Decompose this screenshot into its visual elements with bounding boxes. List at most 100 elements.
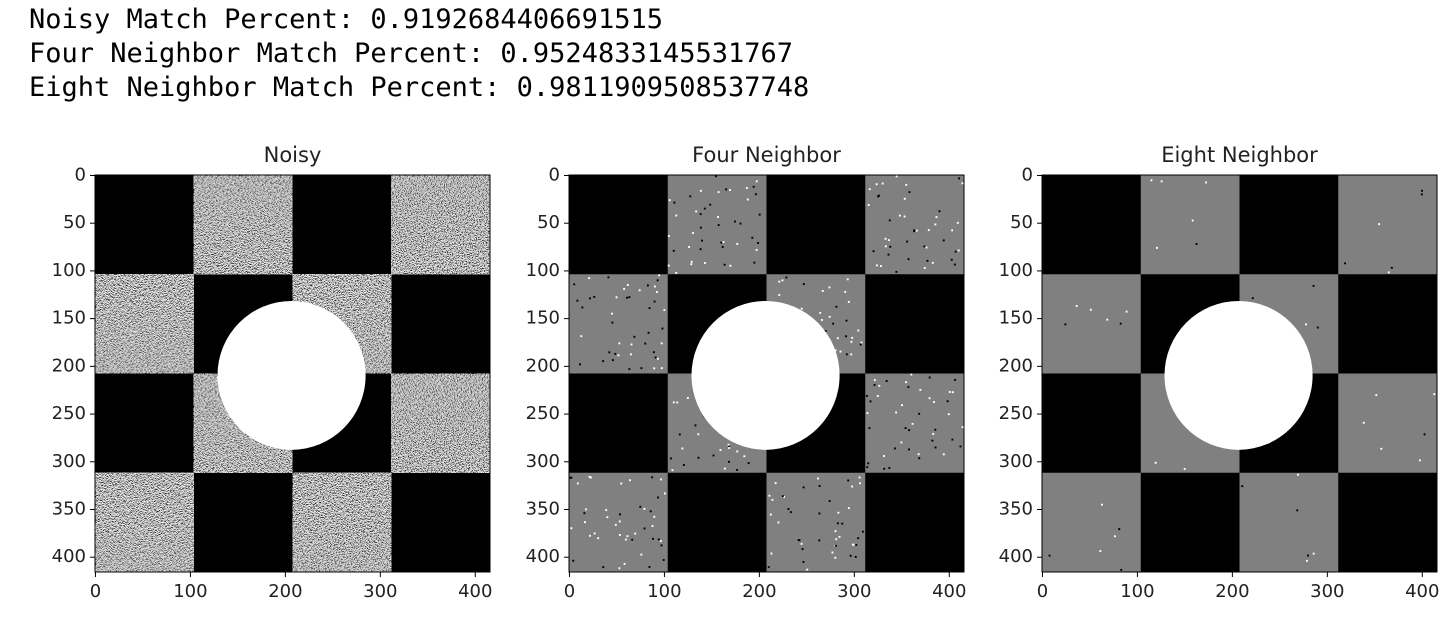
noise-dot [736, 242, 739, 245]
noisy-cell [292, 472, 392, 572]
y-tick-label: 200 [526, 355, 560, 376]
noise-dot [884, 245, 887, 248]
noise-dot [1241, 485, 1244, 488]
noise-dot [611, 312, 613, 315]
noise-dot [1316, 326, 1319, 329]
noise-dot [846, 278, 849, 281]
noise-dot [834, 556, 837, 559]
noise-dot [1064, 323, 1067, 326]
noise-dot [888, 219, 891, 222]
disk [217, 300, 366, 450]
noise-dot [873, 379, 876, 382]
noise-dot [633, 335, 636, 338]
noise-dot [907, 386, 910, 389]
noise-dot [656, 357, 659, 360]
y-tick-label: 300 [526, 451, 560, 472]
noise-dot [905, 381, 908, 384]
y-tick-label: 0 [75, 164, 86, 185]
noise-dot [860, 341, 863, 344]
gray-cell [865, 373, 965, 473]
noise-dot [643, 507, 646, 510]
noise-dot [746, 198, 749, 201]
noise-dot [688, 245, 691, 248]
noise-dot [953, 263, 956, 266]
noise-dot [1305, 559, 1308, 562]
noise-dot [849, 554, 852, 557]
noise-dot [961, 182, 964, 185]
noise-dot [589, 297, 591, 300]
noise-dot [619, 513, 621, 516]
noise-dot [703, 207, 706, 210]
y-tick-label: 200 [52, 355, 86, 376]
noise-dot [618, 342, 621, 345]
noise-dot [767, 566, 770, 569]
noise-dot [1205, 181, 1208, 184]
noise-dot [895, 175, 898, 178]
noise-dot [898, 214, 901, 217]
noise-dot [770, 552, 773, 555]
disk [1164, 300, 1313, 450]
y-tick-label: 150 [52, 308, 86, 329]
x-tick-label: 200 [1215, 581, 1249, 602]
noise-dot [657, 538, 660, 541]
noise-dot [1312, 284, 1315, 287]
noise-dot [802, 486, 805, 489]
y-tick-label: 400 [526, 546, 560, 567]
noise-dot [875, 264, 878, 267]
noise-dot [717, 191, 720, 194]
noise-dot [934, 223, 937, 226]
noise-dot [651, 525, 654, 528]
noise-dot [1101, 503, 1103, 506]
noise-dot [839, 350, 842, 353]
noise-dot [583, 512, 586, 515]
noise-dot [663, 492, 666, 495]
noise-dot [747, 462, 750, 465]
noise-dot [701, 239, 703, 242]
noise-dot [755, 180, 758, 183]
noise-dot [743, 455, 746, 458]
noise-dot [1387, 271, 1390, 274]
noise-dot [607, 276, 610, 279]
noise-dot [948, 391, 951, 393]
noise-dot [857, 537, 860, 540]
noise-dot [649, 510, 652, 513]
noise-dot [818, 539, 821, 542]
x-tick-label: 300 [837, 581, 871, 602]
noise-dot [850, 340, 853, 343]
gray-cell [569, 274, 668, 374]
noise-dot [951, 391, 954, 394]
noise-dot [903, 215, 906, 218]
noise-dot [956, 221, 959, 224]
noise-dot [672, 249, 675, 252]
noise-dot [1375, 394, 1378, 397]
noise-dot [959, 445, 962, 448]
noise-dot [787, 508, 790, 510]
noise-dot [1150, 179, 1153, 182]
noise-dot [913, 230, 916, 233]
noise-dot [623, 562, 626, 565]
noise-dot [778, 294, 781, 296]
noise-dot [629, 479, 631, 482]
x-tick-label: 300 [1310, 581, 1344, 602]
noise-dot [745, 186, 748, 189]
noise-dot [800, 542, 803, 545]
noise-dot [585, 508, 587, 511]
y-tick-label: 250 [52, 403, 86, 424]
noise-dot [581, 306, 584, 309]
noise-dot [647, 331, 650, 334]
noise-dot [938, 210, 941, 213]
axes-frame [94, 174, 491, 573]
noise-dot [824, 330, 827, 332]
noise-dot [1420, 193, 1423, 196]
noise-dot [617, 354, 620, 357]
y-tick-label: 100 [999, 260, 1033, 281]
noise-dot [629, 353, 632, 356]
noise-dot [656, 279, 659, 282]
noise-dot [712, 454, 715, 457]
noise-dot [774, 482, 777, 485]
noise-dot [758, 213, 761, 216]
noise-dot [728, 460, 730, 463]
noise-dot [923, 267, 926, 269]
gray-cell [569, 472, 668, 572]
y-tick-label: 50 [63, 212, 86, 233]
